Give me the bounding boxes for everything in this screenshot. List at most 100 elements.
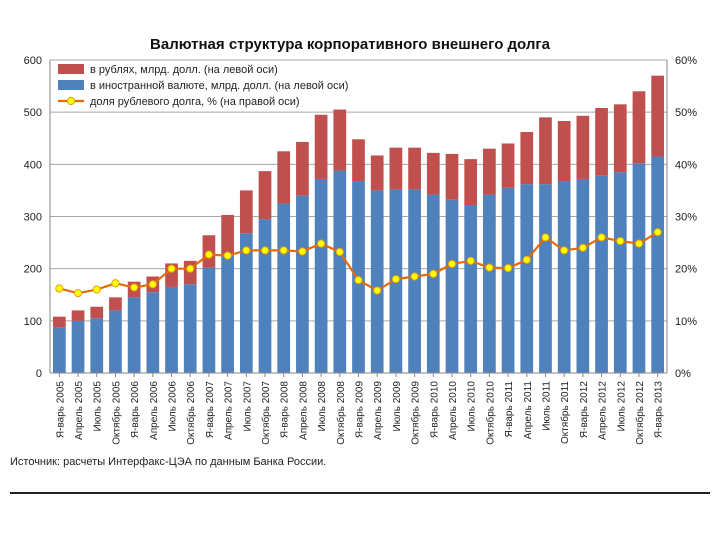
bar-rubles [389,147,403,190]
bar-foreign-currency [557,181,571,373]
y-right-tick-label: 40% [675,159,697,171]
bar-foreign-currency [613,172,627,373]
bar-rubles [109,297,122,311]
ruble-share-point [447,259,457,269]
x-tick-label: Я-варь 2012 [579,381,590,439]
x-tick-label: Я-варь 2010 [429,381,440,439]
y-right-tick-label: 50% [675,107,697,119]
ruble-share-point [298,247,307,256]
bar-rubles [520,131,534,185]
ruble-share-point [597,233,606,242]
bar-foreign-currency [71,320,85,373]
bar-rubles [426,152,440,195]
bar-rubles [483,148,496,195]
x-tick-label: Июль 2006 [168,381,179,432]
x-tick-label: Апрель 2005 [74,381,85,440]
bar-rubles [352,139,365,182]
x-tick-label: Апрель 2007 [224,381,235,440]
bar-foreign-currency [651,156,665,373]
bar-rubles [408,147,421,190]
y-right-tick-label: 10% [675,316,697,328]
bar-foreign-currency [146,292,160,373]
y-left-tick-label: 300 [24,212,42,224]
bar-rubles [221,214,234,256]
bar-rubles [239,190,253,234]
ruble-share-point [466,256,475,265]
bar-rubles [445,153,459,200]
x-tick-label: Апрель 2009 [373,381,384,440]
bar-rubles [90,306,104,319]
x-tick-label: Я-варь 2009 [355,381,366,439]
bar-rubles [501,143,515,188]
bar-foreign-currency [109,310,122,373]
ruble-share-point [429,269,438,278]
ruble-share-point [92,285,101,294]
bar-rubles [277,151,291,204]
y-left-tick-label: 500 [24,107,42,119]
x-tick-label: Я-варь 2008 [280,381,291,439]
bar-rubles [314,114,328,179]
bar-rubles [71,310,85,321]
bar-foreign-currency [483,194,496,373]
bar-rubles [632,91,646,164]
bar-foreign-currency [408,189,421,373]
x-tick-label: Я-варь 2011 [504,381,515,438]
bar-rubles [52,316,66,328]
chart-title: Валютная структура корпоративного внешне… [150,36,551,53]
bar-rubles [333,109,347,171]
bar-rubles [539,117,552,185]
ruble-share-point [260,246,270,255]
ruble-share-point [223,251,232,260]
x-tick-label: Октябрь 2010 [484,381,496,445]
bar-rubles [576,115,590,179]
bar-foreign-currency [576,178,590,373]
x-tick-label: Июль 2008 [317,381,328,432]
ruble-share-point [485,263,494,272]
bar-rubles [296,141,309,196]
bar-rubles [370,155,384,191]
x-tick-label: Июль 2012 [616,381,627,432]
legend-swatch [58,64,84,74]
y-left-tick-label: 200 [24,264,42,276]
ruble-share-point [317,239,326,248]
x-tick-label: Июль 2009 [392,381,403,432]
bar-foreign-currency [501,187,515,373]
ruble-share-point [167,264,176,273]
ruble-share-point [186,264,195,273]
x-tick-label: Октябрь 2007 [260,381,272,445]
legend-label: в рублях, млрд. долл. (на левой оси) [90,64,278,76]
bar-rubles [258,171,272,220]
bar-foreign-currency [52,327,66,373]
y-right-tick-label: 60% [675,55,697,67]
source-note: Источник: расчеты Интерфакс-ЦЭА по данны… [10,456,327,468]
ruble-share-point [204,250,214,259]
y-left-tick-label: 100 [24,316,42,328]
y-right-tick-label: 0% [675,368,691,380]
bar-foreign-currency [314,178,328,373]
x-tick-label: Октябрь 2008 [335,381,347,445]
bar-foreign-currency [127,297,141,373]
bar-foreign-currency [277,203,291,373]
x-tick-label: Апрель 2011 [523,381,534,440]
bars [52,75,665,373]
ruble-share-point [242,246,251,255]
ruble-share-point [616,236,625,246]
bar-foreign-currency [520,184,534,373]
y-left-tick-label: 400 [24,159,42,171]
bar-foreign-currency [183,284,197,373]
ruble-share-point [560,246,569,255]
x-tick-label: Апрель 2010 [448,381,459,440]
ruble-share-point [634,239,644,248]
ruble-share-point [73,289,83,298]
bar-foreign-currency [333,170,347,373]
y-left-tick-label: 600 [24,55,42,67]
x-tick-label: Октябрь 2009 [410,381,422,445]
bar-rubles [595,107,608,176]
bar-foreign-currency [296,195,309,373]
x-tick-label: Июль 2011 [541,381,552,431]
y-right-tick-label: 30% [675,212,697,224]
bar-rubles [651,75,665,157]
x-tick-label: Июль 2005 [93,381,104,432]
legend-label: в иностранной валюте, млрд. долл. (на ле… [90,80,348,92]
x-tick-label: Июль 2010 [467,381,478,432]
